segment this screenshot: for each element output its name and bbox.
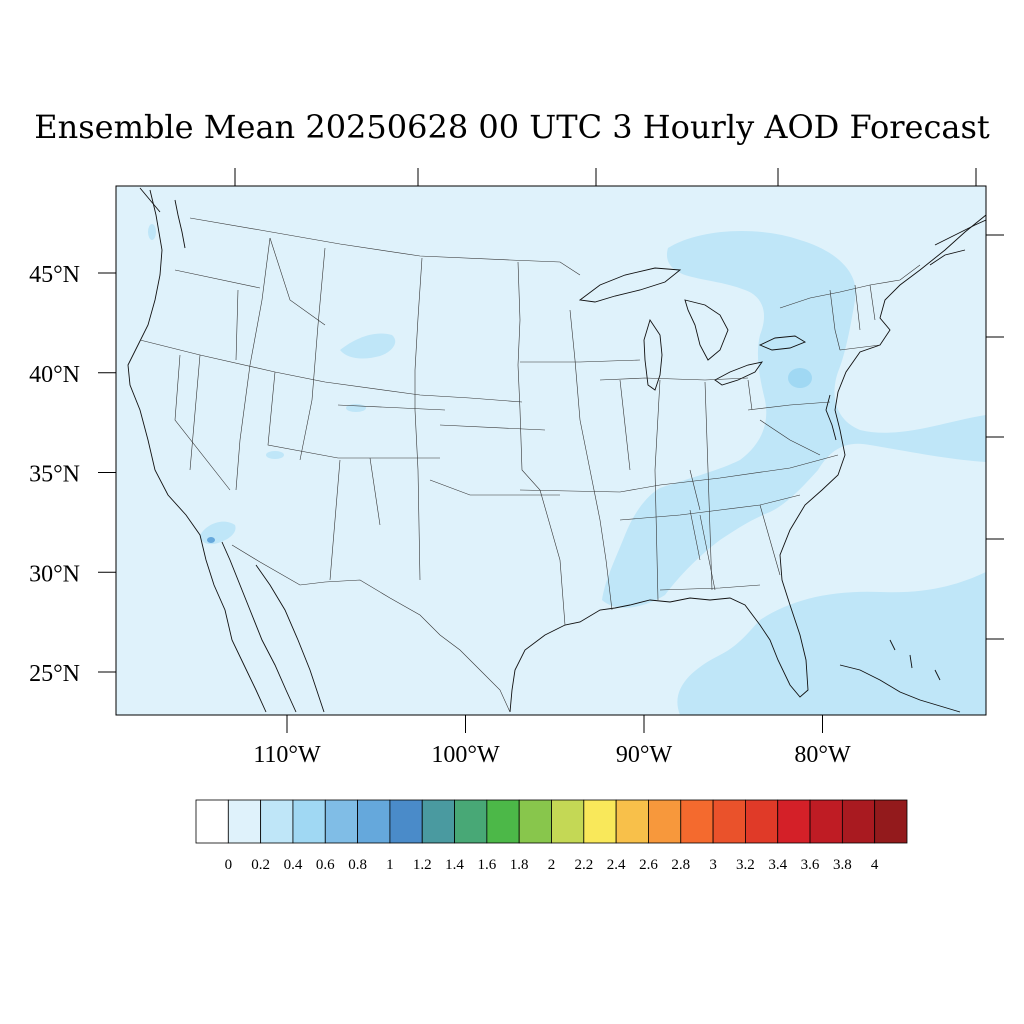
mexico-border xyxy=(231,544,511,713)
colorbar-swatch xyxy=(551,799,585,844)
colorbar-label: 1 xyxy=(386,857,394,873)
colorbar-label: 1.6 xyxy=(477,857,496,873)
right-ticks xyxy=(986,234,1004,640)
aod-plume-atlantic xyxy=(677,572,986,715)
aod-patch-utah xyxy=(266,451,284,459)
colorbar-label: 3.4 xyxy=(768,857,787,873)
colorbar-swatch xyxy=(389,799,423,844)
lake-michigan xyxy=(643,318,663,391)
n-s-lines xyxy=(235,237,613,626)
latitude-axis: 45°N 40°N 35°N 30°N 25°N xyxy=(29,262,116,687)
colorbar-swatch xyxy=(809,799,843,844)
lat-label: 25°N xyxy=(29,661,80,687)
colorbar-label: 0.6 xyxy=(316,857,335,873)
map-frame xyxy=(115,185,987,716)
colorbar-label: 0.2 xyxy=(251,857,270,873)
colorbar-label: 2.4 xyxy=(607,857,626,873)
colorbar-swatch xyxy=(292,799,326,844)
lake-ontario xyxy=(758,335,807,351)
aod-patch-pacific-nw xyxy=(148,224,156,240)
midwest-lines xyxy=(520,359,831,601)
lon-label: 80°W xyxy=(794,742,851,768)
aod-hotspot-border xyxy=(207,537,215,543)
colorbar-label: 3 xyxy=(709,857,717,873)
lon-label: 100°W xyxy=(431,742,500,768)
western-lines xyxy=(174,237,381,526)
lon-label: 110°W xyxy=(253,742,321,768)
cuba xyxy=(839,664,961,713)
nova-scotia xyxy=(929,219,986,266)
colorbar-swatch xyxy=(324,799,358,844)
colorbar-label: 0.8 xyxy=(348,857,367,873)
colorbar-swatch xyxy=(583,799,617,844)
colorbar: 0 0.2 0.4 0.6 0.8 1 1.2 1.4 1.6 1.8 2 2.2 2.4 2.6 2.8 3… xyxy=(195,799,908,873)
southeast-lines xyxy=(619,494,801,591)
colorbar-swatch xyxy=(841,799,876,844)
lat-label: 45°N xyxy=(29,262,80,288)
colorbar-swatch xyxy=(195,799,229,844)
lat-label: 40°N xyxy=(29,362,80,388)
colorbar-label: 1.4 xyxy=(445,857,464,873)
colorbar-swatch xyxy=(518,799,552,844)
colorbar-label: 3.6 xyxy=(801,857,820,873)
aod-field xyxy=(127,187,986,715)
new-england-lines xyxy=(829,284,881,351)
aod-patch-colorado xyxy=(346,404,366,412)
canada-border-east xyxy=(779,264,921,309)
e-w-lines xyxy=(139,269,839,581)
gulf-coast xyxy=(509,214,986,713)
colorbar-label: 2 xyxy=(548,857,556,873)
colorbar-label: 2.8 xyxy=(671,857,690,873)
lon-label: 90°W xyxy=(616,742,673,768)
coastlines xyxy=(127,187,986,713)
colorbar-label: 4 xyxy=(871,857,879,873)
colorbar-label: 2.2 xyxy=(574,857,593,873)
colorbar-swatch xyxy=(454,799,488,844)
lake-huron xyxy=(684,299,729,361)
chesapeake xyxy=(825,394,837,441)
colorbar-label: 3.2 xyxy=(736,857,755,873)
colorbar-swatch xyxy=(777,799,811,844)
colorbar-swatch xyxy=(357,799,391,844)
colorbar-label: 1.8 xyxy=(510,857,529,873)
great-lakes xyxy=(578,267,807,391)
lake-erie xyxy=(714,361,764,386)
colorbar-swatch xyxy=(615,799,649,844)
colorbar-swatch xyxy=(712,799,746,844)
lake-superior xyxy=(578,267,682,303)
colorbar-swatch xyxy=(745,799,779,844)
colorbar-swatch xyxy=(421,799,455,844)
colorbar-swatch xyxy=(648,799,682,844)
colorbar-swatch xyxy=(680,799,714,844)
colorbar-label: 3.8 xyxy=(833,857,852,873)
top-ticks xyxy=(234,168,977,186)
puget-sound xyxy=(174,199,186,249)
colorbar-label: 1.2 xyxy=(413,857,432,873)
aod-plume-northeast xyxy=(602,230,986,608)
lat-label: 30°N xyxy=(29,561,80,587)
colorbar-swatch xyxy=(227,799,262,844)
baja-east xyxy=(221,541,297,713)
aod-patch-wyoming xyxy=(340,333,396,359)
colorbar-label: 2.6 xyxy=(639,857,658,873)
colorbar-label: 0.4 xyxy=(284,857,303,873)
colorbar-swatch xyxy=(260,799,294,844)
colorbar-swatch xyxy=(874,799,908,844)
vancouver-island xyxy=(139,187,161,213)
colorbar-label: 0 xyxy=(225,857,233,873)
bahamas xyxy=(889,639,941,681)
lat-label: 35°N xyxy=(29,462,80,488)
longitude-axis: 110°W 100°W 90°W 80°W xyxy=(253,715,851,768)
colorbar-swatch xyxy=(486,799,520,844)
state-borders xyxy=(139,217,921,713)
mexico-west xyxy=(255,564,325,713)
canada-border xyxy=(189,217,581,276)
west-coast xyxy=(127,189,267,713)
map-title: Ensemble Mean 20250628 00 UTC 3 Hourly A… xyxy=(34,108,990,146)
aod-spot-pennsylvania xyxy=(788,368,812,388)
